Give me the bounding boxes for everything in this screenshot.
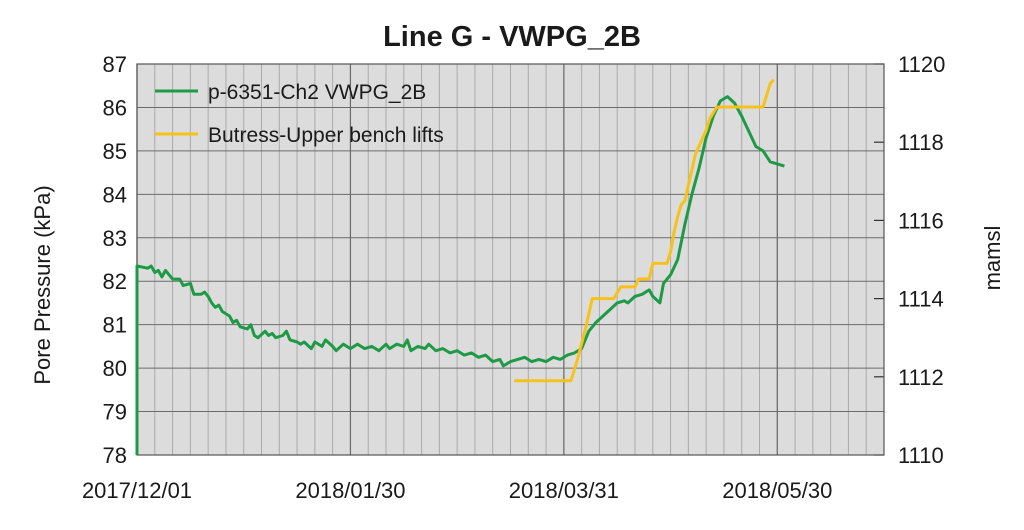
left-axis-label: Pore Pressure (kPa) [30, 185, 55, 384]
legend-label-bench-lifts: Butress-Upper bench lifts [208, 124, 444, 147]
x-tick-label: 2018/05/30 [722, 478, 832, 503]
x-tick-label: 2018/01/30 [295, 478, 405, 503]
left-axis-ticks: 78 79 80 81 82 83 84 85 86 87 [103, 52, 127, 468]
left-tick-label: 78 [103, 443, 127, 468]
left-tick-label: 82 [103, 269, 127, 294]
series-line-pressure [135, 95, 785, 455]
left-tick-label: 87 [103, 52, 127, 77]
left-tick-label: 85 [103, 139, 127, 164]
x-tick-label: 2017/12/01 [82, 478, 192, 503]
left-tick-label: 83 [103, 226, 127, 251]
plot-frame [136, 63, 885, 456]
left-tick-label: 86 [103, 95, 127, 120]
right-tick-label: 1114 [898, 287, 944, 312]
left-tick-label: 81 [103, 313, 127, 338]
legend-label-pressure: p-6351-Ch2 VWPG_2B [208, 81, 426, 104]
right-tick-label: 1116 [898, 208, 944, 233]
chart-title: Line G - VWPG_2B [383, 21, 641, 53]
plot-area [135, 63, 885, 456]
x-tick-label: 2018/03/31 [509, 478, 619, 503]
left-tick-label: 80 [103, 356, 127, 381]
right-tick-label: 1112 [898, 365, 944, 390]
x-axis-ticks: 2017/12/01 2018/01/30 2018/03/31 2018/05/30 [82, 478, 832, 503]
right-tick-label: 1118 [898, 130, 944, 155]
right-tick-label: 1120 [898, 52, 945, 77]
right-axis-label: mamsl [980, 226, 1005, 291]
series-line-bench-lifts [514, 78, 775, 383]
left-tick-label: 84 [103, 182, 127, 207]
right-axis-ticks: 1110 1112 1114 1116 1118 1120 [898, 52, 945, 468]
right-tick-label: 1110 [898, 443, 944, 468]
left-tick-label: 79 [103, 400, 127, 425]
legend: p-6351-Ch2 VWPG_2B Butress-Upper bench l… [155, 81, 444, 147]
